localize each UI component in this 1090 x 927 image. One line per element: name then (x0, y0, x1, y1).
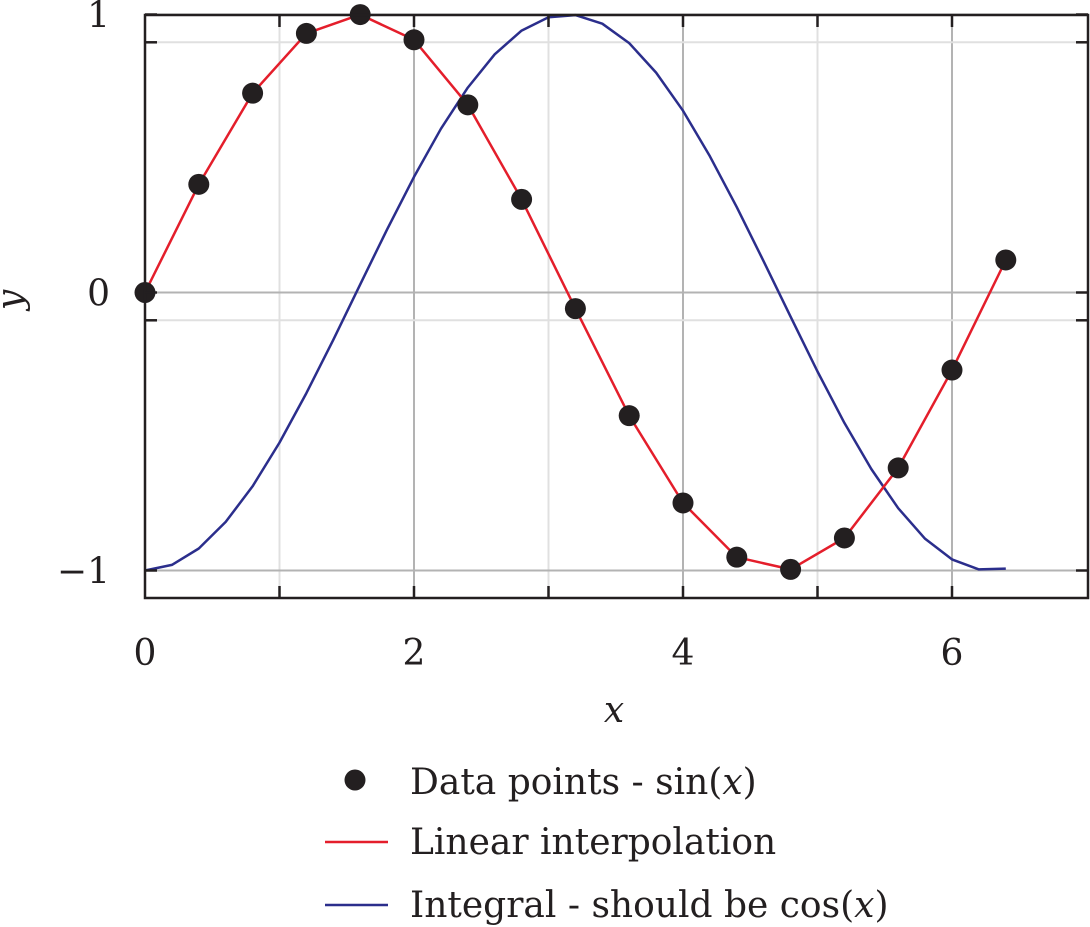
data-point (941, 359, 963, 381)
y-axis-label: y (0, 289, 31, 312)
legend-label-part: Data points - sin( (410, 762, 722, 803)
data-point (833, 527, 855, 549)
grid (145, 13, 1088, 598)
series-layer (134, 4, 1017, 580)
ticks (145, 13, 1088, 598)
legend-label-part: Linear interpolation (410, 822, 776, 863)
legend-label: Linear interpolation (410, 822, 776, 863)
plot-frame (143, 13, 1090, 600)
y-tick-label: 0 (87, 274, 110, 315)
legend-label-part: ) (874, 885, 888, 926)
data-point (887, 457, 909, 479)
x-tick-label: 2 (403, 633, 426, 674)
data-point (295, 22, 317, 44)
legend-label: Integral - should be cos(x) (410, 885, 889, 926)
legend-label-part: x (854, 885, 874, 926)
legend: Data points - sin(x)Linear interpolation… (325, 762, 889, 926)
data-point (672, 492, 694, 514)
data-point (564, 298, 586, 320)
data-point (188, 173, 210, 195)
tick-labels: 0 2 4 6 1 0 −1 (57, 0, 964, 674)
x-tick-label: 4 (672, 633, 695, 674)
data-point (726, 546, 748, 568)
x-axis-label: x (604, 690, 624, 731)
legend-label: Data points - sin(x) (410, 762, 757, 803)
data-point (242, 82, 264, 104)
legend-label-part: Integral - should be cos( (410, 885, 854, 926)
legend-label-part: x (722, 762, 742, 803)
x-tick-label: 6 (941, 633, 964, 674)
data-point (457, 94, 479, 116)
legend-label-part: ) (743, 762, 757, 803)
y-tick-label: −1 (57, 552, 110, 593)
data-point (780, 558, 802, 580)
legend-marker-points (344, 769, 366, 791)
data-point (403, 29, 425, 51)
data-point (511, 188, 533, 210)
data-point (995, 249, 1017, 271)
y-tick-label: 1 (87, 0, 110, 37)
data-point (618, 405, 640, 427)
x-tick-label: 0 (134, 633, 157, 674)
